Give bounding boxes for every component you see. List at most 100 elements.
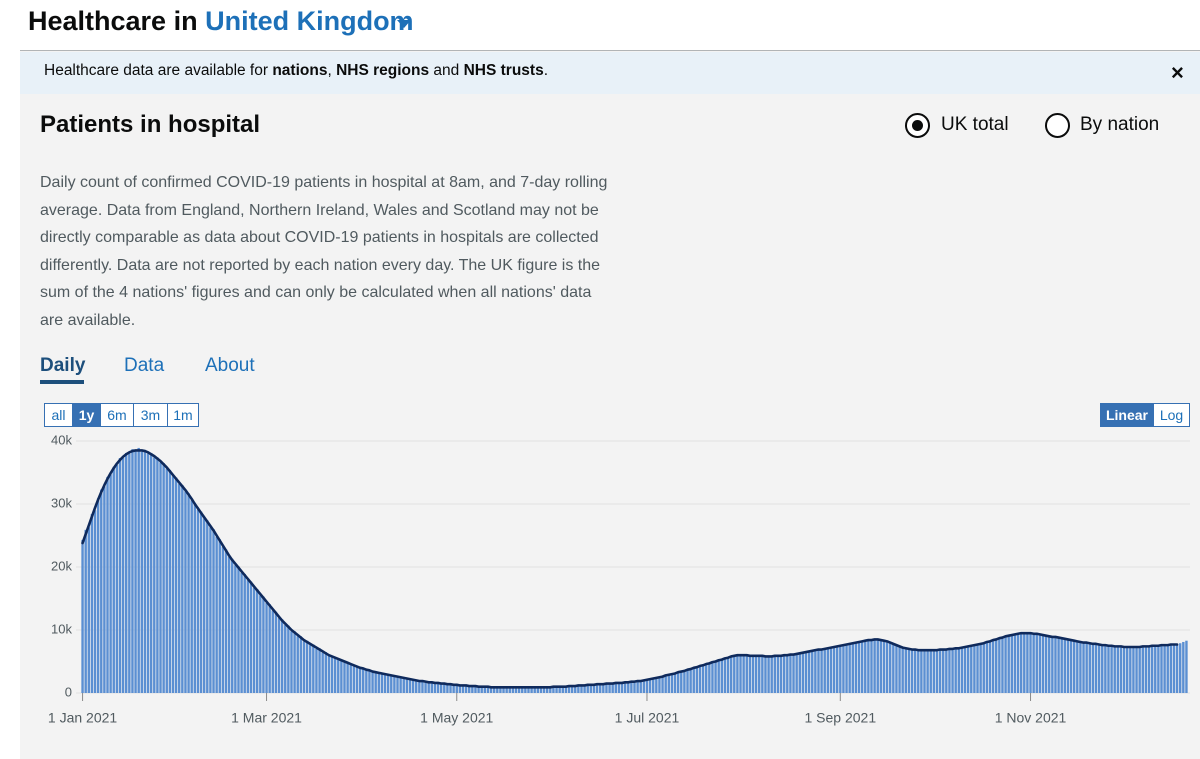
bar <box>240 572 243 693</box>
bar <box>514 687 518 693</box>
bar <box>536 687 540 693</box>
bar <box>748 655 752 693</box>
bar <box>471 686 474 693</box>
bar <box>174 477 178 693</box>
bar <box>396 677 399 693</box>
bar <box>390 675 393 693</box>
bar <box>817 649 820 693</box>
banner-link[interactable]: NHS trusts <box>463 62 544 79</box>
scale-button-active[interactable]: Linear <box>1100 403 1154 427</box>
bar <box>112 466 115 693</box>
bar <box>923 650 926 693</box>
bar <box>854 641 858 693</box>
bar <box>424 681 427 693</box>
bar <box>184 491 187 693</box>
bar <box>149 452 153 693</box>
bar <box>736 654 739 693</box>
bar <box>199 511 203 693</box>
bar <box>904 648 908 693</box>
banner-text-part: Healthcare data are available for <box>44 62 273 79</box>
bar <box>443 682 446 693</box>
bar <box>627 682 630 693</box>
range-button[interactable]: all <box>44 403 73 427</box>
bar <box>574 685 577 693</box>
tab-active[interactable]: Daily <box>40 355 86 376</box>
bar <box>542 686 546 693</box>
bar <box>686 669 689 693</box>
bar <box>318 648 321 693</box>
bar <box>549 687 552 693</box>
bar <box>539 687 543 693</box>
bar <box>212 529 215 693</box>
banner-link[interactable]: nations <box>272 62 328 79</box>
bar <box>1125 647 1129 693</box>
scale-button[interactable]: Log <box>1153 403 1190 427</box>
bar <box>121 458 125 693</box>
bar <box>552 686 555 693</box>
bar <box>439 683 443 693</box>
bar <box>1091 643 1095 693</box>
bar <box>985 641 989 693</box>
bar <box>209 527 212 693</box>
tab[interactable]: Data <box>124 355 165 376</box>
bar <box>758 655 761 693</box>
bar <box>661 675 664 693</box>
bar <box>1048 636 1051 693</box>
area-selector[interactable]: United Kingdom <box>205 6 414 36</box>
bar <box>346 663 349 693</box>
bar <box>1135 646 1138 693</box>
bar <box>979 643 982 693</box>
radio[interactable] <box>1045 113 1070 138</box>
bar <box>486 686 490 693</box>
bar <box>888 643 892 693</box>
bar <box>1185 640 1188 693</box>
bar <box>811 650 814 693</box>
bar <box>885 641 889 693</box>
radio-label[interactable]: UK total <box>941 114 1009 135</box>
bar <box>374 671 377 693</box>
bar <box>468 685 471 693</box>
range-button[interactable]: 6m <box>100 403 134 427</box>
dropdown-arrow[interactable] <box>396 18 412 30</box>
bar <box>293 631 296 693</box>
bar <box>1094 644 1098 693</box>
bar <box>633 681 636 693</box>
banner-link[interactable]: NHS regions <box>336 62 430 79</box>
bar <box>143 449 147 693</box>
bar <box>729 655 733 693</box>
bar <box>162 463 165 693</box>
bar <box>786 654 789 693</box>
bar <box>998 637 1001 693</box>
close-button[interactable]: × <box>1171 60 1184 85</box>
bar <box>1141 645 1144 693</box>
y-tick-label: 40k <box>51 432 72 447</box>
bar <box>645 679 649 693</box>
bar <box>131 449 134 693</box>
bar <box>945 649 948 693</box>
bar <box>427 682 430 693</box>
range-button[interactable]: 1m <box>167 403 199 427</box>
bar <box>1060 638 1063 693</box>
bar <box>829 647 833 693</box>
bar <box>343 660 346 693</box>
bar <box>84 529 87 693</box>
bar <box>545 687 549 693</box>
radio-label[interactable]: By nation <box>1080 114 1160 135</box>
range-button[interactable]: 3m <box>133 403 168 427</box>
x-tick-label: 1 Nov 2021 <box>995 710 1067 726</box>
bar <box>234 565 237 693</box>
bar <box>1029 633 1032 693</box>
tab-underline <box>40 380 84 384</box>
bar <box>932 650 936 693</box>
bar <box>1101 645 1104 693</box>
radio-selected[interactable] <box>905 113 930 138</box>
tab[interactable]: About <box>205 355 255 376</box>
bar <box>215 536 218 693</box>
bar <box>711 661 714 693</box>
bar <box>1097 644 1101 693</box>
bar <box>1069 640 1073 693</box>
bar <box>221 546 225 693</box>
y-tick-label: 10k <box>51 621 72 636</box>
bar <box>171 476 175 693</box>
